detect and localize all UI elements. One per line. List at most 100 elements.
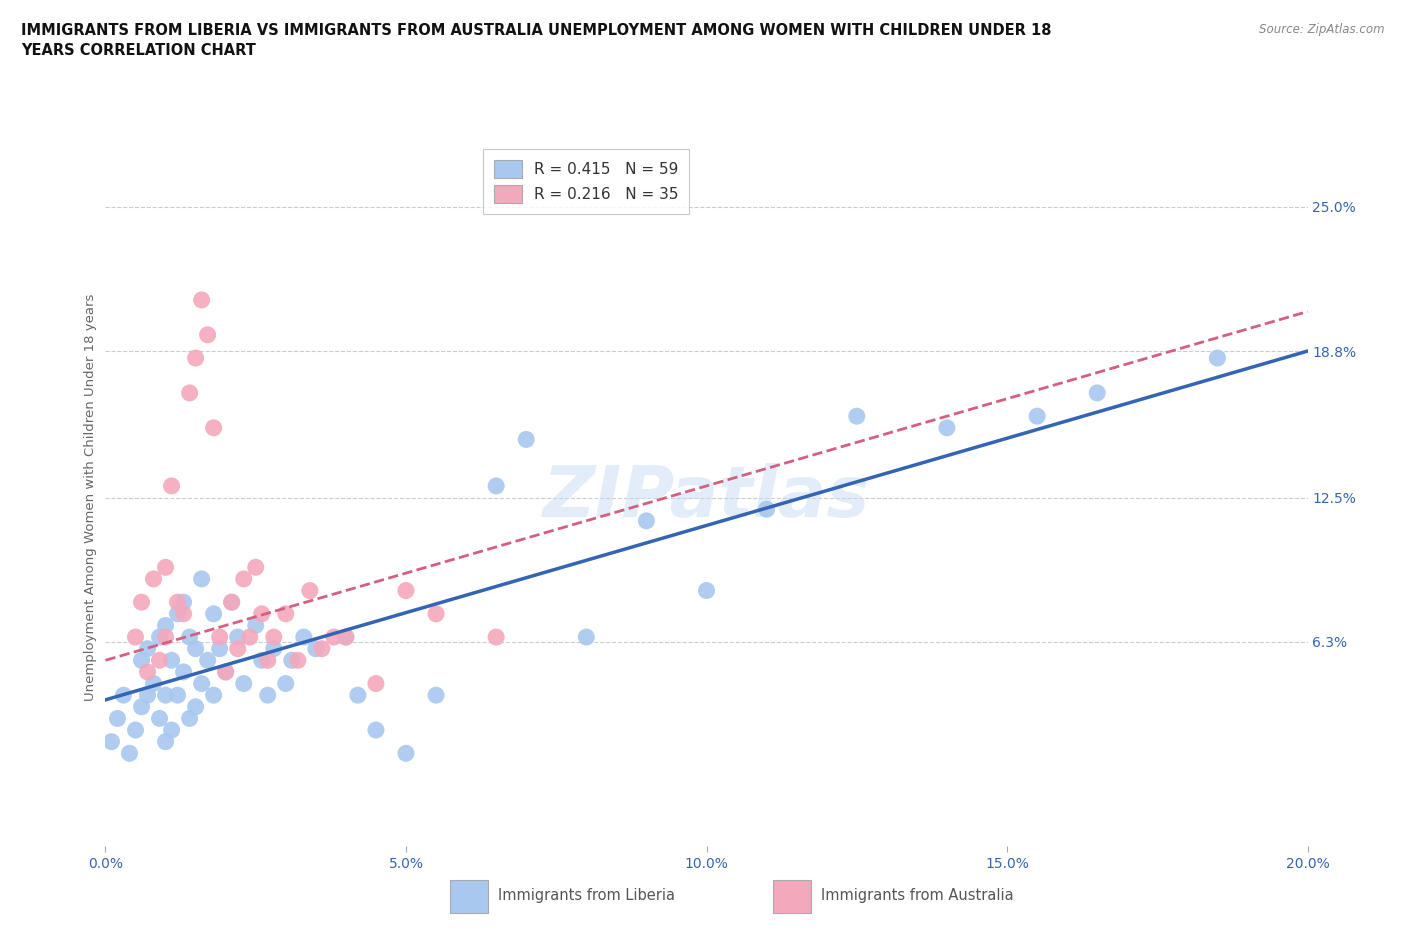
- Point: [485, 479, 508, 494]
- Point: [755, 502, 778, 517]
- Point: [173, 595, 195, 610]
- Point: [142, 571, 165, 587]
- Point: [239, 630, 262, 644]
- Point: [202, 420, 225, 435]
- Point: [311, 642, 333, 657]
- Point: [250, 653, 273, 668]
- Point: [214, 665, 236, 680]
- Text: Source: ZipAtlas.com: Source: ZipAtlas.com: [1260, 23, 1385, 36]
- Point: [335, 630, 357, 644]
- Point: [1206, 351, 1229, 365]
- Point: [256, 653, 278, 668]
- Legend: R = 0.415   N = 59, R = 0.216   N = 35: R = 0.415 N = 59, R = 0.216 N = 35: [484, 150, 689, 214]
- Point: [335, 630, 357, 644]
- Point: [305, 642, 328, 657]
- Point: [425, 688, 447, 703]
- Point: [155, 688, 177, 703]
- Point: [292, 630, 315, 644]
- Point: [936, 420, 959, 435]
- Point: [347, 688, 370, 703]
- Point: [184, 699, 207, 714]
- Point: [274, 676, 297, 691]
- Point: [166, 606, 188, 621]
- Text: IMMIGRANTS FROM LIBERIA VS IMMIGRANTS FROM AUSTRALIA UNEMPLOYMENT AMONG WOMEN WI: IMMIGRANTS FROM LIBERIA VS IMMIGRANTS FR…: [21, 23, 1052, 58]
- Point: [226, 630, 249, 644]
- Point: [245, 618, 267, 633]
- Point: [131, 699, 153, 714]
- Point: [515, 432, 537, 447]
- Point: [425, 606, 447, 621]
- Point: [202, 688, 225, 703]
- Point: [136, 688, 159, 703]
- FancyBboxPatch shape: [450, 880, 488, 913]
- Point: [124, 630, 146, 644]
- Point: [197, 327, 219, 342]
- Point: [179, 711, 201, 726]
- Point: [190, 571, 212, 587]
- Point: [1085, 386, 1108, 401]
- Point: [118, 746, 141, 761]
- Point: [148, 630, 170, 644]
- Point: [274, 606, 297, 621]
- Point: [485, 630, 508, 644]
- Point: [214, 665, 236, 680]
- Point: [263, 642, 285, 657]
- Point: [221, 595, 243, 610]
- Point: [173, 665, 195, 680]
- Point: [155, 560, 177, 575]
- Text: Immigrants from Australia: Immigrants from Australia: [821, 887, 1014, 903]
- Point: [136, 665, 159, 680]
- Point: [232, 571, 254, 587]
- Point: [155, 735, 177, 750]
- Point: [179, 630, 201, 644]
- Point: [202, 606, 225, 621]
- Point: [184, 642, 207, 657]
- Point: [100, 735, 122, 750]
- Point: [245, 560, 267, 575]
- Point: [112, 688, 135, 703]
- Point: [845, 409, 868, 424]
- Text: Immigrants from Liberia: Immigrants from Liberia: [498, 887, 675, 903]
- Point: [364, 676, 387, 691]
- Point: [575, 630, 598, 644]
- Point: [696, 583, 718, 598]
- Point: [322, 630, 344, 644]
- Point: [148, 711, 170, 726]
- Point: [131, 653, 153, 668]
- Point: [190, 293, 212, 308]
- Point: [160, 723, 183, 737]
- Point: [364, 723, 387, 737]
- Point: [166, 595, 188, 610]
- Point: [287, 653, 309, 668]
- Point: [148, 653, 170, 668]
- Point: [197, 653, 219, 668]
- Point: [173, 606, 195, 621]
- Point: [160, 479, 183, 494]
- Point: [136, 642, 159, 657]
- Point: [395, 583, 418, 598]
- Point: [124, 723, 146, 737]
- Point: [179, 386, 201, 401]
- Point: [256, 688, 278, 703]
- Point: [190, 676, 212, 691]
- Point: [281, 653, 304, 668]
- Point: [208, 630, 231, 644]
- Y-axis label: Unemployment Among Women with Children Under 18 years: Unemployment Among Women with Children U…: [84, 294, 97, 701]
- Point: [232, 676, 254, 691]
- Point: [395, 746, 418, 761]
- Point: [160, 653, 183, 668]
- Point: [155, 630, 177, 644]
- Point: [208, 642, 231, 657]
- Point: [184, 351, 207, 365]
- Point: [142, 676, 165, 691]
- Point: [250, 606, 273, 621]
- FancyBboxPatch shape: [773, 880, 811, 913]
- Point: [636, 513, 658, 528]
- Point: [298, 583, 321, 598]
- Point: [155, 618, 177, 633]
- Point: [226, 642, 249, 657]
- Text: ZIPatlas: ZIPatlas: [543, 463, 870, 532]
- Point: [263, 630, 285, 644]
- Point: [221, 595, 243, 610]
- Point: [166, 688, 188, 703]
